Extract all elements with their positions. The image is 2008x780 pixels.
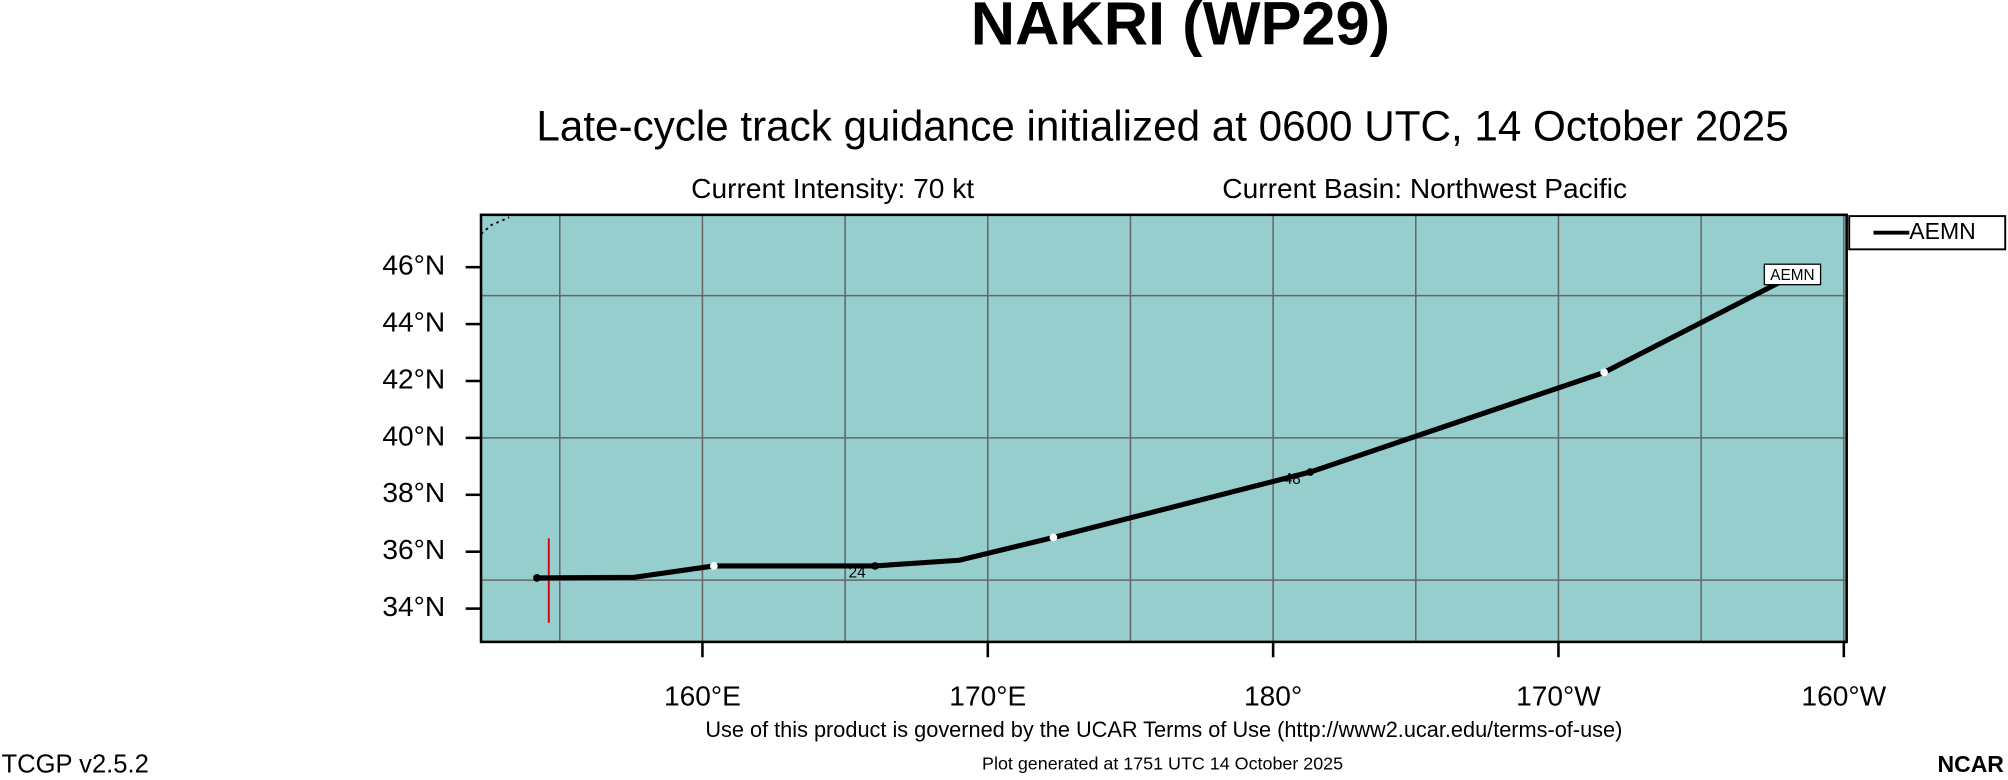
x-tick-label: 180°: [1244, 681, 1302, 712]
track-point: [710, 562, 718, 570]
point-label: 48: [1284, 471, 1301, 488]
y-tick-label: 38°N: [382, 477, 445, 508]
y-tick-label: 44°N: [382, 307, 445, 338]
track-line: [536, 273, 1794, 581]
y-tick-label: 36°N: [382, 534, 445, 565]
track-point: [871, 562, 879, 570]
plot-background: [481, 214, 1847, 642]
track-point: [1306, 468, 1315, 476]
end-label: AEMN: [1770, 267, 1814, 284]
logo: NCAR: [1937, 751, 2004, 777]
track-point: [533, 574, 541, 582]
y-tick-label: 40°N: [382, 420, 445, 451]
track-point: [1049, 533, 1058, 542]
x-tick-label: 170°E: [949, 681, 1026, 712]
footer: Plot generated at 1751 UTC 14 October 20…: [982, 753, 1343, 773]
y-tick-label: 34°N: [382, 591, 445, 622]
x-tick-label: 170°W: [1516, 681, 1601, 712]
plot-frame: [479, 213, 1848, 644]
x-tick-label: 160°W: [1801, 681, 1886, 712]
y-tick-label: 42°N: [382, 363, 445, 394]
track-point: [1600, 368, 1608, 377]
annotation: Current Basin: Northwest Pacific: [1222, 173, 1627, 204]
coastline: [480, 216, 510, 235]
annotation: Current Intensity: 70 kt: [691, 173, 974, 204]
chart-subtitle: Late-cycle track guidance initialized at…: [536, 102, 1788, 149]
chart-title: NAKRI (WP29): [971, 0, 1390, 58]
y-tick-label: 46°N: [382, 250, 445, 281]
point-label: 24: [849, 565, 867, 582]
footer: Use of this product is governed by the U…: [705, 717, 1622, 742]
legend-label: AEMN: [1909, 218, 1975, 244]
x-tick-label: 160°E: [664, 681, 741, 712]
version: TCGP v2.5.2: [2, 751, 149, 779]
end-label-box: [1763, 263, 1822, 286]
